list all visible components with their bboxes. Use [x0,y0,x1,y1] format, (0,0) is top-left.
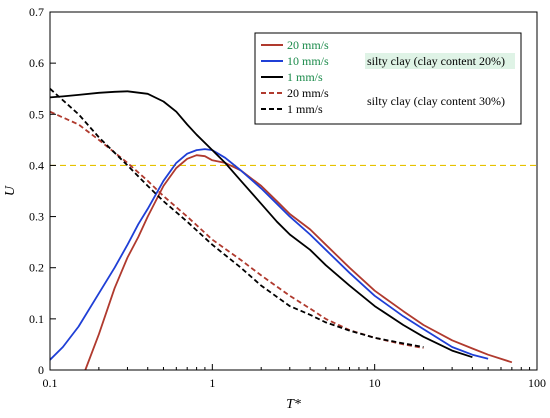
legend-label-3: 20 mm/s [287,86,329,100]
y-tick-label: 0.6 [29,56,44,70]
y-tick-label: 0.5 [29,107,44,121]
y-tick-label: 0.3 [29,210,44,224]
y-tick-label: 0.1 [29,312,44,326]
plot-frame [49,11,538,371]
group-label-1: silty clay (clay content 30%) [367,94,505,108]
legend-label-2: 1 mm/s [287,70,323,84]
legend-label-4: 1 mm/s [287,102,323,116]
x-ticks: 0.1 1 10 100 [43,364,546,390]
group-label-bg-1 [365,93,515,109]
group-label-0: silty clay (clay content 20%) [367,54,505,68]
y-tick-label: 0.7 [29,5,44,19]
legend: 20 mm/s 10 mm/s 1 mm/s 20 mm/s 1 mm/s silty c… [254,32,522,125]
y-ticks: 0 0.1 0.2 0.3 0.4 0.5 0.6 0.7 [29,5,56,377]
y-axis-title: U [3,185,18,196]
x-tick-label: 1 [209,376,215,390]
y-tick-label: 0 [38,363,44,377]
series-layer [49,88,513,371]
legend-label-1: 10 mm/s [287,54,329,68]
y-tick-label: 0.2 [29,261,44,275]
legend-label-0: 20 mm/s [287,38,329,52]
group-label-bg-0 [365,53,515,69]
x-tick-label: 10 [369,376,381,390]
series-line-1 [49,148,489,361]
x-axis-title: T* [286,397,301,412]
x-tick-label: 100 [528,376,546,390]
y-tick-label: 0.4 [29,158,44,172]
series-line-2 [49,90,473,359]
x-tick-label: 0.1 [43,376,58,390]
series-line-3 [49,110,424,349]
